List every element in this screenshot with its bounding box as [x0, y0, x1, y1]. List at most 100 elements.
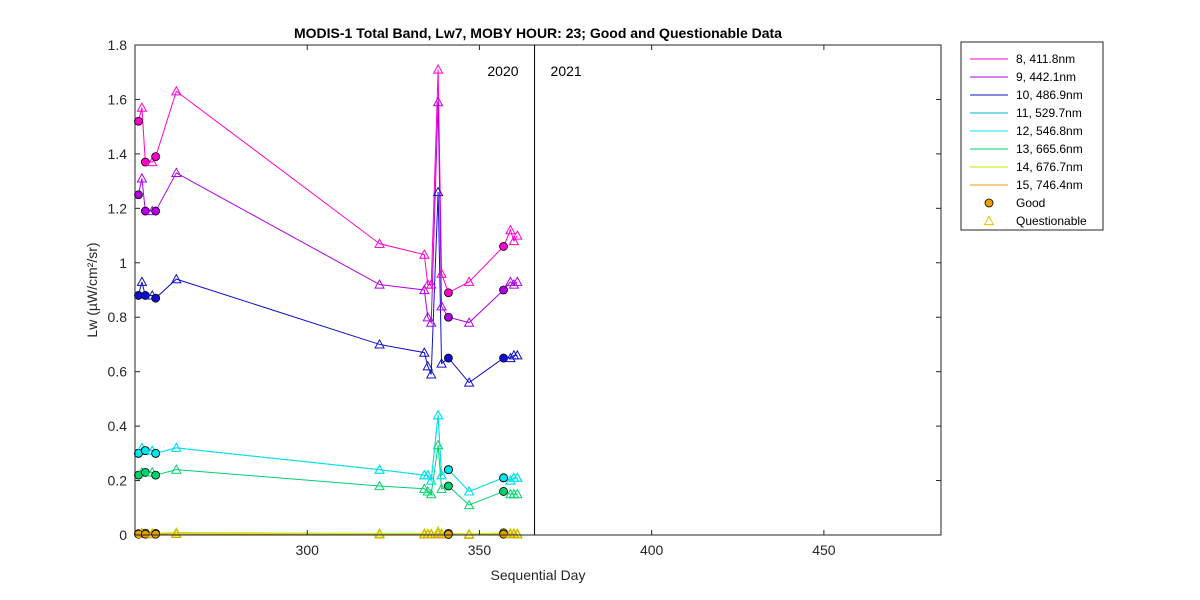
good-point	[444, 312, 453, 322]
y-tick-label: 0.4	[108, 418, 128, 434]
questionable-point	[432, 409, 444, 420]
plot-area: 300 350 400 450 00.20.40.60.811.21.41.61.8 …	[108, 37, 942, 558]
questionable-point	[511, 528, 523, 539]
questionable-point	[374, 338, 385, 349]
questionable-point	[425, 528, 437, 539]
good-point	[499, 487, 508, 496]
questionable-point	[425, 475, 437, 485]
questionable-point	[463, 485, 475, 496]
y-tick-label: 1.8	[108, 37, 128, 53]
questionable-point	[511, 230, 523, 240]
good-point	[151, 529, 161, 539]
x-tick-label: 400	[640, 542, 664, 558]
questionable-point	[374, 528, 385, 539]
questionable-point	[511, 488, 523, 499]
questionable-point	[136, 102, 148, 112]
year-label-2021: 2021	[551, 63, 582, 79]
questionable-point	[463, 529, 475, 539]
questionable-point	[425, 368, 437, 379]
good-point	[444, 288, 453, 298]
x-axis-title: Sequential Day	[491, 567, 586, 583]
chart-title: MODIS-1 Total Band, Lw7, MOBY HOUR: 23; …	[294, 25, 782, 41]
x-axis: 300 350 400 450	[296, 45, 836, 558]
good-point	[151, 152, 161, 162]
questionable-point	[374, 238, 385, 248]
questionable-point	[170, 167, 182, 178]
questionable-point	[436, 357, 447, 368]
legend-label: Questionable	[1016, 214, 1087, 228]
good-point	[499, 285, 508, 295]
legend-good-marker	[984, 198, 994, 208]
questionable-point	[432, 63, 444, 74]
y-tick-label: 0.2	[108, 473, 128, 489]
good-point	[151, 293, 161, 303]
legend-label: Good	[1016, 196, 1045, 210]
y-tick-label: 1.4	[108, 146, 128, 162]
good-point	[444, 353, 453, 363]
questionable-point	[463, 276, 475, 286]
y-tick-label: 1	[119, 255, 127, 271]
good-point	[444, 530, 453, 539]
questionable-point	[374, 480, 385, 491]
legend-items: 8, 411.8nm 9, 442.1nm 10, 486.9nm 11, 529.7…	[970, 52, 1087, 228]
legend-questionable-marker	[983, 215, 995, 226]
x-tick-label: 300	[296, 542, 320, 558]
good-point	[444, 465, 453, 475]
questionable-point	[170, 85, 182, 96]
questionable-point	[511, 349, 523, 360]
questionable-point	[146, 156, 158, 167]
questionable-point	[170, 528, 182, 539]
questionable-point	[425, 488, 437, 499]
y-tick-label: 1.6	[108, 91, 128, 107]
questionable-point	[508, 235, 520, 246]
questionable-point	[425, 279, 437, 289]
questionable-point	[374, 279, 385, 289]
good-point	[151, 448, 161, 458]
questionable-point	[422, 469, 434, 480]
questionable-point	[374, 464, 385, 474]
questionable-point	[374, 527, 385, 538]
legend-box	[960, 41, 1104, 231]
x-tick-label: 450	[812, 542, 836, 558]
legend-label: 10, 486.9nm	[1016, 88, 1083, 102]
questionable-point	[505, 224, 516, 235]
plot-background	[135, 45, 941, 535]
y-tick-label: 0.6	[108, 364, 128, 380]
questionable-point	[418, 284, 430, 295]
questionable-point	[170, 442, 182, 452]
questionable-point	[136, 172, 148, 183]
questionable-point	[463, 317, 475, 327]
questionable-point	[436, 483, 447, 493]
questionable-point	[170, 273, 182, 284]
questionable-point	[511, 527, 523, 538]
questionable-point	[170, 464, 182, 474]
legend: 8, 411.8nm 9, 442.1nm 10, 486.9nm 11, 529.7…	[960, 41, 1104, 231]
questionable-point	[418, 249, 430, 259]
questionable-point	[505, 475, 516, 485]
questionable-point	[436, 300, 447, 311]
y-axis: 0 0.2 0.4 0.6 0.8 1 1.2 1.4 1.6 1.8	[108, 37, 941, 543]
x-tick-label: 350	[468, 542, 492, 558]
y-tick-label: 1.2	[108, 200, 128, 216]
good-point	[499, 473, 508, 483]
questionable-point	[511, 276, 523, 286]
questionable-point	[508, 279, 520, 289]
questionable-point	[136, 276, 148, 286]
legend-label: 14, 676.7nm	[1016, 160, 1083, 174]
good-point	[151, 206, 161, 216]
questionable-point	[425, 317, 437, 327]
questionable-point	[511, 472, 523, 482]
y-axis-title: Lw (µW/cm²/sr)	[84, 242, 100, 337]
legend-label: 15, 746.4nm	[1016, 178, 1083, 192]
questionable-point	[422, 360, 434, 371]
data-marks	[134, 63, 523, 539]
legend-label: 11, 529.7nm	[1016, 106, 1082, 120]
questionable-point	[422, 311, 434, 322]
good-point	[134, 190, 143, 200]
legend-label: 8, 411.8nm	[1016, 52, 1075, 66]
questionable-point	[432, 439, 444, 450]
questionable-point	[505, 352, 516, 363]
legend-label: 12, 546.8nm	[1016, 124, 1083, 138]
questionable-point	[463, 499, 475, 510]
